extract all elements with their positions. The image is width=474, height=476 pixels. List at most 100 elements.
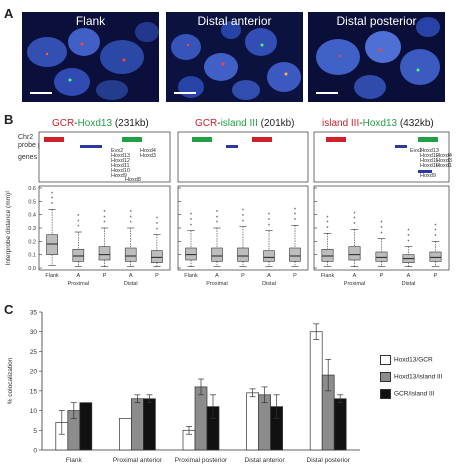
x-tick-label: Proximal posterior [175, 457, 228, 464]
y-axis-label: Interprobe distance (mm)² [5, 190, 12, 266]
x-group-label: Distal [262, 281, 276, 287]
x-tick-label: A [267, 273, 271, 279]
outlier: * [130, 221, 133, 227]
outlier: * [407, 229, 410, 235]
y-tick-label: 0.2 [28, 239, 36, 245]
legend-item-gcr-island3: GCR/island III [380, 389, 434, 399]
bar [246, 392, 259, 451]
x-tick-label: P [103, 273, 107, 279]
micrograph-distal-anterior-image [166, 12, 303, 102]
group-title-3-size: (432kb) [399, 118, 434, 129]
outlier: * [242, 219, 245, 225]
outlier: * [77, 214, 80, 220]
group-title-1: GCR-Hoxd13 (231kb) [52, 118, 149, 129]
bar [309, 331, 323, 451]
outlier: * [103, 221, 106, 227]
x-tick-label: A [129, 273, 133, 279]
y-tick-label: 0.6 [28, 186, 36, 192]
outlier: * [380, 226, 383, 232]
outlier: * [103, 210, 106, 216]
x-group-label: Proximal [206, 281, 227, 287]
gene-name: Hoxd3 [436, 158, 452, 164]
box [348, 246, 361, 261]
bar [79, 402, 93, 451]
outlier: * [51, 202, 54, 208]
outlier: * [326, 215, 329, 221]
outlier: * [130, 215, 133, 221]
y-tick-label: 0.3 [28, 226, 36, 232]
probe-gcr-2 [252, 137, 272, 142]
outlier: * [216, 221, 219, 227]
outlier: * [216, 210, 219, 216]
box [429, 251, 442, 262]
bar [258, 394, 271, 451]
y-tick-label: 20 [30, 369, 38, 376]
legend-label: Hoxd13/island III [394, 373, 443, 381]
group-title-3-dash: - [359, 118, 363, 129]
micrograph-distal-anterior-label: Distal anterior [197, 14, 272, 28]
gene-glyphs [80, 145, 432, 173]
y-tick-label: 30 [30, 329, 38, 336]
box [289, 247, 301, 262]
group-title-1-dash: - [74, 118, 78, 129]
box [237, 247, 249, 262]
outlier: * [77, 219, 80, 225]
gene-name: Hoxd13 [420, 148, 439, 154]
x-tick-label: P [293, 273, 297, 279]
legend-item-hoxd13-island3: Hoxd13/island III [380, 372, 442, 382]
group-title-2-probe-b: island III [220, 118, 258, 129]
panel-c-letter: C [4, 302, 14, 317]
group-title-3-probe-b: Hoxd13 [362, 118, 398, 129]
bar [119, 418, 132, 451]
y-tick-label: 0 [33, 448, 37, 455]
gene-name: Hoxd9 [111, 173, 127, 179]
outlier: * [242, 214, 245, 220]
gene-name: Hoxd10 [111, 168, 130, 174]
box [124, 247, 137, 262]
legend-swatch [380, 389, 391, 399]
outlier: * [190, 218, 193, 224]
bar [194, 386, 208, 451]
track-label: Chr2 probe pairs [18, 134, 53, 150]
outlier: * [326, 226, 329, 232]
outlier: * [407, 239, 410, 245]
box [321, 249, 334, 262]
gene-cluster-3 [395, 145, 407, 148]
outlier: * [156, 222, 159, 228]
outlier: * [326, 221, 329, 227]
y-tick-label: 35 [30, 310, 38, 317]
colocalization-bar-chart: % colocalization 0 5 10 15 20 25 30 35 Flank Proxi… [7, 310, 360, 464]
x-tick-label: A [407, 273, 411, 279]
bar [333, 398, 347, 451]
x-group-label: Proximal [344, 281, 365, 287]
x-tick-label: Flank [66, 457, 83, 464]
x-tick-label: Distal anterior [245, 457, 286, 464]
y-tick-label: 15 [30, 388, 38, 395]
probe-hoxd13-1 [122, 137, 142, 142]
outlier: * [434, 229, 437, 235]
micrograph-distal-posterior: Distal posterior [308, 12, 445, 102]
track-label-chr: Chr2 [18, 134, 34, 141]
gene-name: Hoxd10 [420, 163, 439, 169]
group-title-2-dash: - [217, 118, 221, 129]
box [375, 251, 388, 262]
genes-label: genes [18, 154, 38, 161]
gene-name: Hoxd8 [125, 177, 141, 183]
outlier: * [353, 217, 356, 223]
probe-island3-2 [192, 137, 212, 142]
outlier: * [103, 215, 106, 221]
gene-name: Hoxd1 [436, 163, 452, 169]
outlier: * [77, 225, 80, 231]
outlier: * [380, 221, 383, 227]
panel-a-letter: A [4, 6, 14, 21]
box [98, 246, 111, 261]
micrograph-distal-posterior-label: Distal posterior [336, 14, 417, 28]
legend-swatch [380, 355, 391, 365]
gene-map: Evx2 Hoxd13 Hoxd12 Hoxd11 Hoxd10 Hoxd9 H… [38, 131, 452, 183]
x-tick-label: P [380, 273, 384, 279]
gene-name: Hoxd12 [420, 153, 439, 159]
box [72, 249, 85, 262]
x-tick-label: P [434, 273, 438, 279]
box-plots: Interprobe distance (mm)² 0.0 0.1 0.2 0.3 0.4… [5, 185, 450, 287]
legend-label: Hoxd13/GCR [394, 356, 433, 364]
